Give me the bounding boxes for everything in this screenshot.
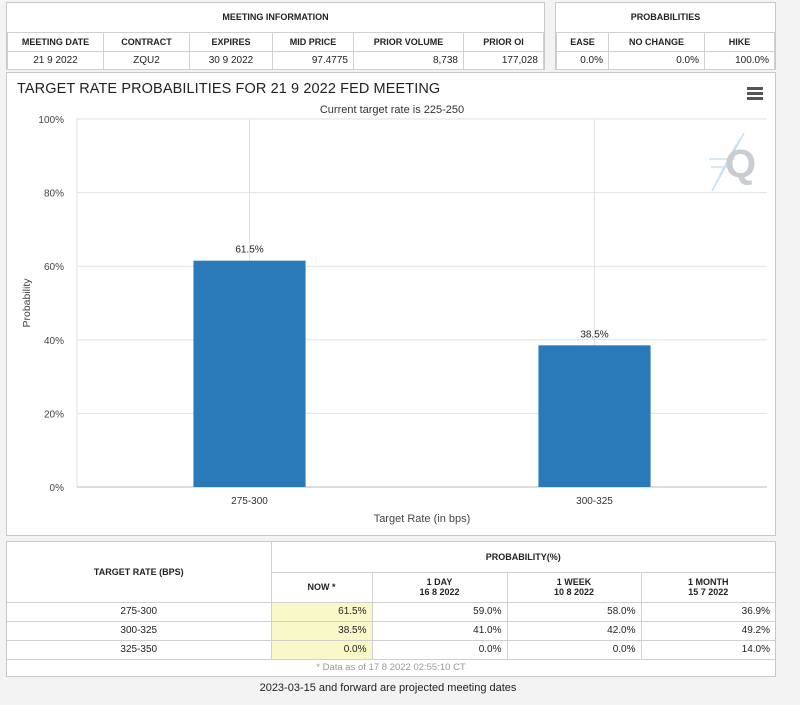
x-tick-label: 275-300: [231, 496, 268, 507]
table-row: 275-300 61.5% 59.0% 58.0% 36.9%: [7, 601, 775, 622]
target-rate-panel: TARGET RATE (BPS) PROBABILITY(%) NOW * 1…: [6, 541, 776, 677]
one-day-cell: 0.0%: [371, 639, 508, 660]
col-1-day: 1 DAY 16 8 2022: [371, 571, 508, 603]
bar-data-label: 61.5%: [235, 245, 263, 256]
col-1-week: 1 WEEK 10 8 2022: [506, 571, 642, 603]
col-meeting-date: MEETING DATE: [7, 31, 104, 52]
now-cell: 38.5%: [270, 620, 373, 641]
bar-275-300[interactable]: [193, 260, 306, 487]
meeting-date-value: 21 9 2022: [7, 50, 104, 70]
col-ease: EASE: [556, 31, 609, 52]
col-expires: EXPIRES: [189, 31, 273, 52]
target-rate-table: TARGET RATE (BPS) PROBABILITY(%) NOW * 1…: [7, 542, 775, 675]
col-1-month: 1 MONTH 15 7 2022: [640, 571, 775, 603]
one-month-cell: 36.9%: [640, 601, 775, 622]
probabilities-panel: PROBABILITIES EASE NO CHANGE HIKE 0.0% 0…: [555, 2, 776, 70]
mid-price-value: 97.4775: [272, 50, 354, 70]
probability-header: PROBABILITY(%): [270, 542, 775, 573]
ease-value: 0.0%: [556, 50, 609, 70]
expires-value: 30 9 2022: [189, 50, 273, 70]
chart-menu-icon[interactable]: [747, 87, 763, 100]
col-prior-volume: PRIOR VOLUME: [353, 31, 464, 52]
bar-chart: Q 0% 20% 40% 60% 80% 100% 61.5% 275-300 38.5% 300…: [21, 115, 767, 525]
one-day-cell: 59.0%: [371, 601, 508, 622]
probabilities-table: PROBABILITIES EASE NO CHANGE HIKE 0.0% 0…: [556, 3, 775, 70]
col-hike: HIKE: [704, 31, 775, 52]
col-contract: CONTRACT: [103, 31, 190, 52]
chart-title: TARGET RATE PROBABILITIES FOR 21 9 2022 …: [17, 81, 441, 97]
contract-value: ZQU2: [103, 50, 190, 70]
now-cell: 0.0%: [270, 639, 373, 660]
no-change-value: 0.0%: [608, 50, 705, 70]
rate-cell: 300-325: [7, 620, 272, 641]
y-axis-label: Probability: [21, 278, 33, 328]
prior-oi-value: 177,028: [463, 50, 544, 70]
col-now: NOW *: [270, 571, 373, 603]
probabilities-title: PROBABILITIES: [556, 3, 775, 33]
one-week-cell: 42.0%: [506, 620, 642, 641]
col-no-change: NO CHANGE: [608, 31, 705, 52]
col-mid-price: MID PRICE: [272, 31, 354, 52]
chart-subtitle: Current target rate is 225-250: [319, 104, 465, 116]
y-tick-label: 40%: [44, 336, 64, 347]
y-tick-label: 0%: [50, 483, 65, 494]
rate-cell: 275-300: [7, 601, 272, 622]
meeting-information-table: MEETING INFORMATION MEETING DATE CONTRAC…: [7, 3, 544, 70]
meeting-information-title: MEETING INFORMATION: [7, 3, 544, 33]
projected-dates-footnote: 2023-03-15 and forward are projected mee…: [259, 682, 517, 694]
bar-300-325[interactable]: [538, 345, 651, 487]
x-axis-label: Target Rate (in bps): [374, 513, 471, 525]
y-tick-label: 80%: [44, 189, 64, 200]
q-logo-watermark-icon: Q: [709, 132, 756, 192]
data-as-of-note: * Data as of 17 8 2022 02:55:10 CT: [7, 658, 775, 675]
target-rate-header: TARGET RATE (BPS): [7, 542, 272, 603]
col-prior-oi: PRIOR OI: [463, 31, 544, 52]
y-tick-label: 60%: [44, 262, 64, 273]
one-day-cell: 41.0%: [371, 620, 508, 641]
table-row: 325-350 0.0% 0.0% 0.0% 14.0%: [7, 639, 775, 660]
y-tick-label: 20%: [44, 409, 64, 420]
svg-text:Q: Q: [725, 142, 756, 186]
one-month-cell: 49.2%: [640, 620, 775, 641]
one-week-cell: 58.0%: [506, 601, 642, 622]
bar-data-label: 38.5%: [580, 329, 608, 340]
now-cell: 61.5%: [270, 601, 373, 622]
rate-cell: 325-350: [7, 639, 272, 660]
table-row: 300-325 38.5% 41.0% 42.0% 49.2%: [7, 620, 775, 641]
y-tick-label: 100%: [38, 115, 64, 126]
one-week-cell: 0.0%: [506, 639, 642, 660]
prior-volume-value: 8,738: [353, 50, 464, 70]
meeting-information-panel: MEETING INFORMATION MEETING DATE CONTRAC…: [6, 2, 545, 70]
x-tick-label: 300-325: [576, 496, 613, 507]
one-month-cell: 14.0%: [640, 639, 775, 660]
chart-panel: TARGET RATE PROBABILITIES FOR 21 9 2022 …: [6, 72, 776, 536]
hike-value: 100.0%: [704, 50, 775, 70]
